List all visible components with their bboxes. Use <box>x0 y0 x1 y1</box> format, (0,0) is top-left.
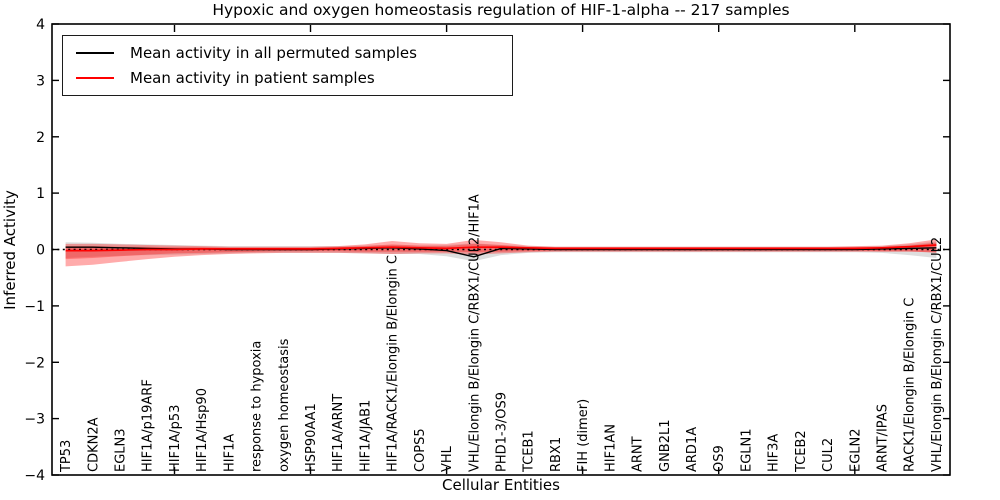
x-tick-label: EGLN2 <box>848 428 863 472</box>
x-tick-label: HIF1A/ARNT <box>331 394 346 472</box>
legend-item-patient: Mean activity in patient samples <box>63 69 512 87</box>
x-ticks <box>173 25 856 474</box>
x-tick-label: OS9 <box>712 445 727 472</box>
x-tick-label: HIF1A/RACK1/Elongin B/Elongin C <box>386 255 401 472</box>
x-tick-label: PHD1-3/OS9 <box>495 392 510 472</box>
legend-label-permuted: Mean activity in all permuted samples <box>130 43 417 62</box>
x-tick-label: HIF1A/p53 <box>168 405 183 472</box>
x-tick-label: VHL/Elongin B/Elongin C/RBX1/CUL2 <box>930 237 945 472</box>
legend-label-patient: Mean activity in patient samples <box>130 69 375 88</box>
y-axis-label: Inferred Activity <box>1 189 20 310</box>
x-tick-label: TCEB2 <box>794 430 809 473</box>
y-tick-label: −2 <box>24 355 45 371</box>
y-tick-label: −4 <box>24 468 45 484</box>
x-tick-label: VHL/Elongin B/Elongin C/RBX1/CUL2/HIF1A <box>467 194 482 472</box>
x-tick-label: HIF3A <box>767 434 782 472</box>
x-tick-label: ARD1A <box>685 427 700 472</box>
patient-spread-band-outer <box>65 239 937 267</box>
y-tick-label: 2 <box>36 130 45 146</box>
x-tick-label: HSP90AA1 <box>304 403 319 472</box>
x-tick-label: response to hypoxia <box>250 341 265 472</box>
x-tick-label: ARNT/IPAS <box>876 404 891 472</box>
x-tick-label: TP53 <box>59 440 74 473</box>
permuted-spread-band <box>65 241 937 262</box>
x-tick-label: HIF1AN <box>603 424 618 472</box>
x-tick-labels: TP53 CDKN2A EGLN3 HIF1A/p19ARF HIF1A/p53 HIF1… <box>59 194 945 473</box>
y-tick-label: −1 <box>24 299 45 315</box>
x-tick-label: HIF1A/JAB1 <box>358 400 373 472</box>
y-tick-label: −3 <box>24 412 45 428</box>
y-ticks <box>52 23 950 476</box>
x-tick-label: HIF1A/p19ARF <box>141 379 156 472</box>
x-tick-label: HIF1A/Hsp90 <box>195 388 210 472</box>
x-tick-label: EGLN1 <box>739 428 754 472</box>
x-tick-label: RBX1 <box>549 437 564 472</box>
x-tick-label: CDKN2A <box>86 417 101 472</box>
permuted-line-swatch <box>76 51 114 54</box>
legend: Mean activity in all permuted samples Me… <box>62 35 513 96</box>
x-tick-label: ARNT <box>631 436 646 472</box>
x-tick-label: COPS5 <box>413 428 428 472</box>
x-axis-label: Cellular Entities <box>442 476 560 494</box>
chart-title: Hypoxic and oxygen homeostasis regulatio… <box>212 1 790 19</box>
patient-spread-band-inner <box>65 242 937 260</box>
x-tick-label: VHL <box>440 445 455 472</box>
x-tick-label: oxygen homeostasis <box>277 338 292 472</box>
patient-mean-line <box>65 244 937 252</box>
patient-line-swatch <box>76 77 114 80</box>
y-tick-label: 4 <box>36 17 45 33</box>
x-tick-label: RACK1/Elongin B/Elongin C <box>903 298 918 472</box>
x-tick-label: GNB2L1 <box>658 419 673 472</box>
bands-layer <box>65 239 937 267</box>
x-tick-label: EGLN3 <box>114 428 129 472</box>
x-tick-label: HIF1A <box>222 434 237 472</box>
x-tick-label: TCEB1 <box>522 430 537 473</box>
y-tick-label: 3 <box>36 73 45 89</box>
x-tick-label: FIH (dimer) <box>576 399 591 472</box>
x-tick-label: CUL2 <box>821 438 836 472</box>
y-tick-label: 0 <box>36 243 45 259</box>
y-tick-labels: 4 3 2 1 0 −1 −2 −3 −4 <box>24 17 45 484</box>
y-tick-label: 1 <box>36 186 45 202</box>
legend-item-permuted: Mean activity in all permuted samples <box>63 44 512 62</box>
